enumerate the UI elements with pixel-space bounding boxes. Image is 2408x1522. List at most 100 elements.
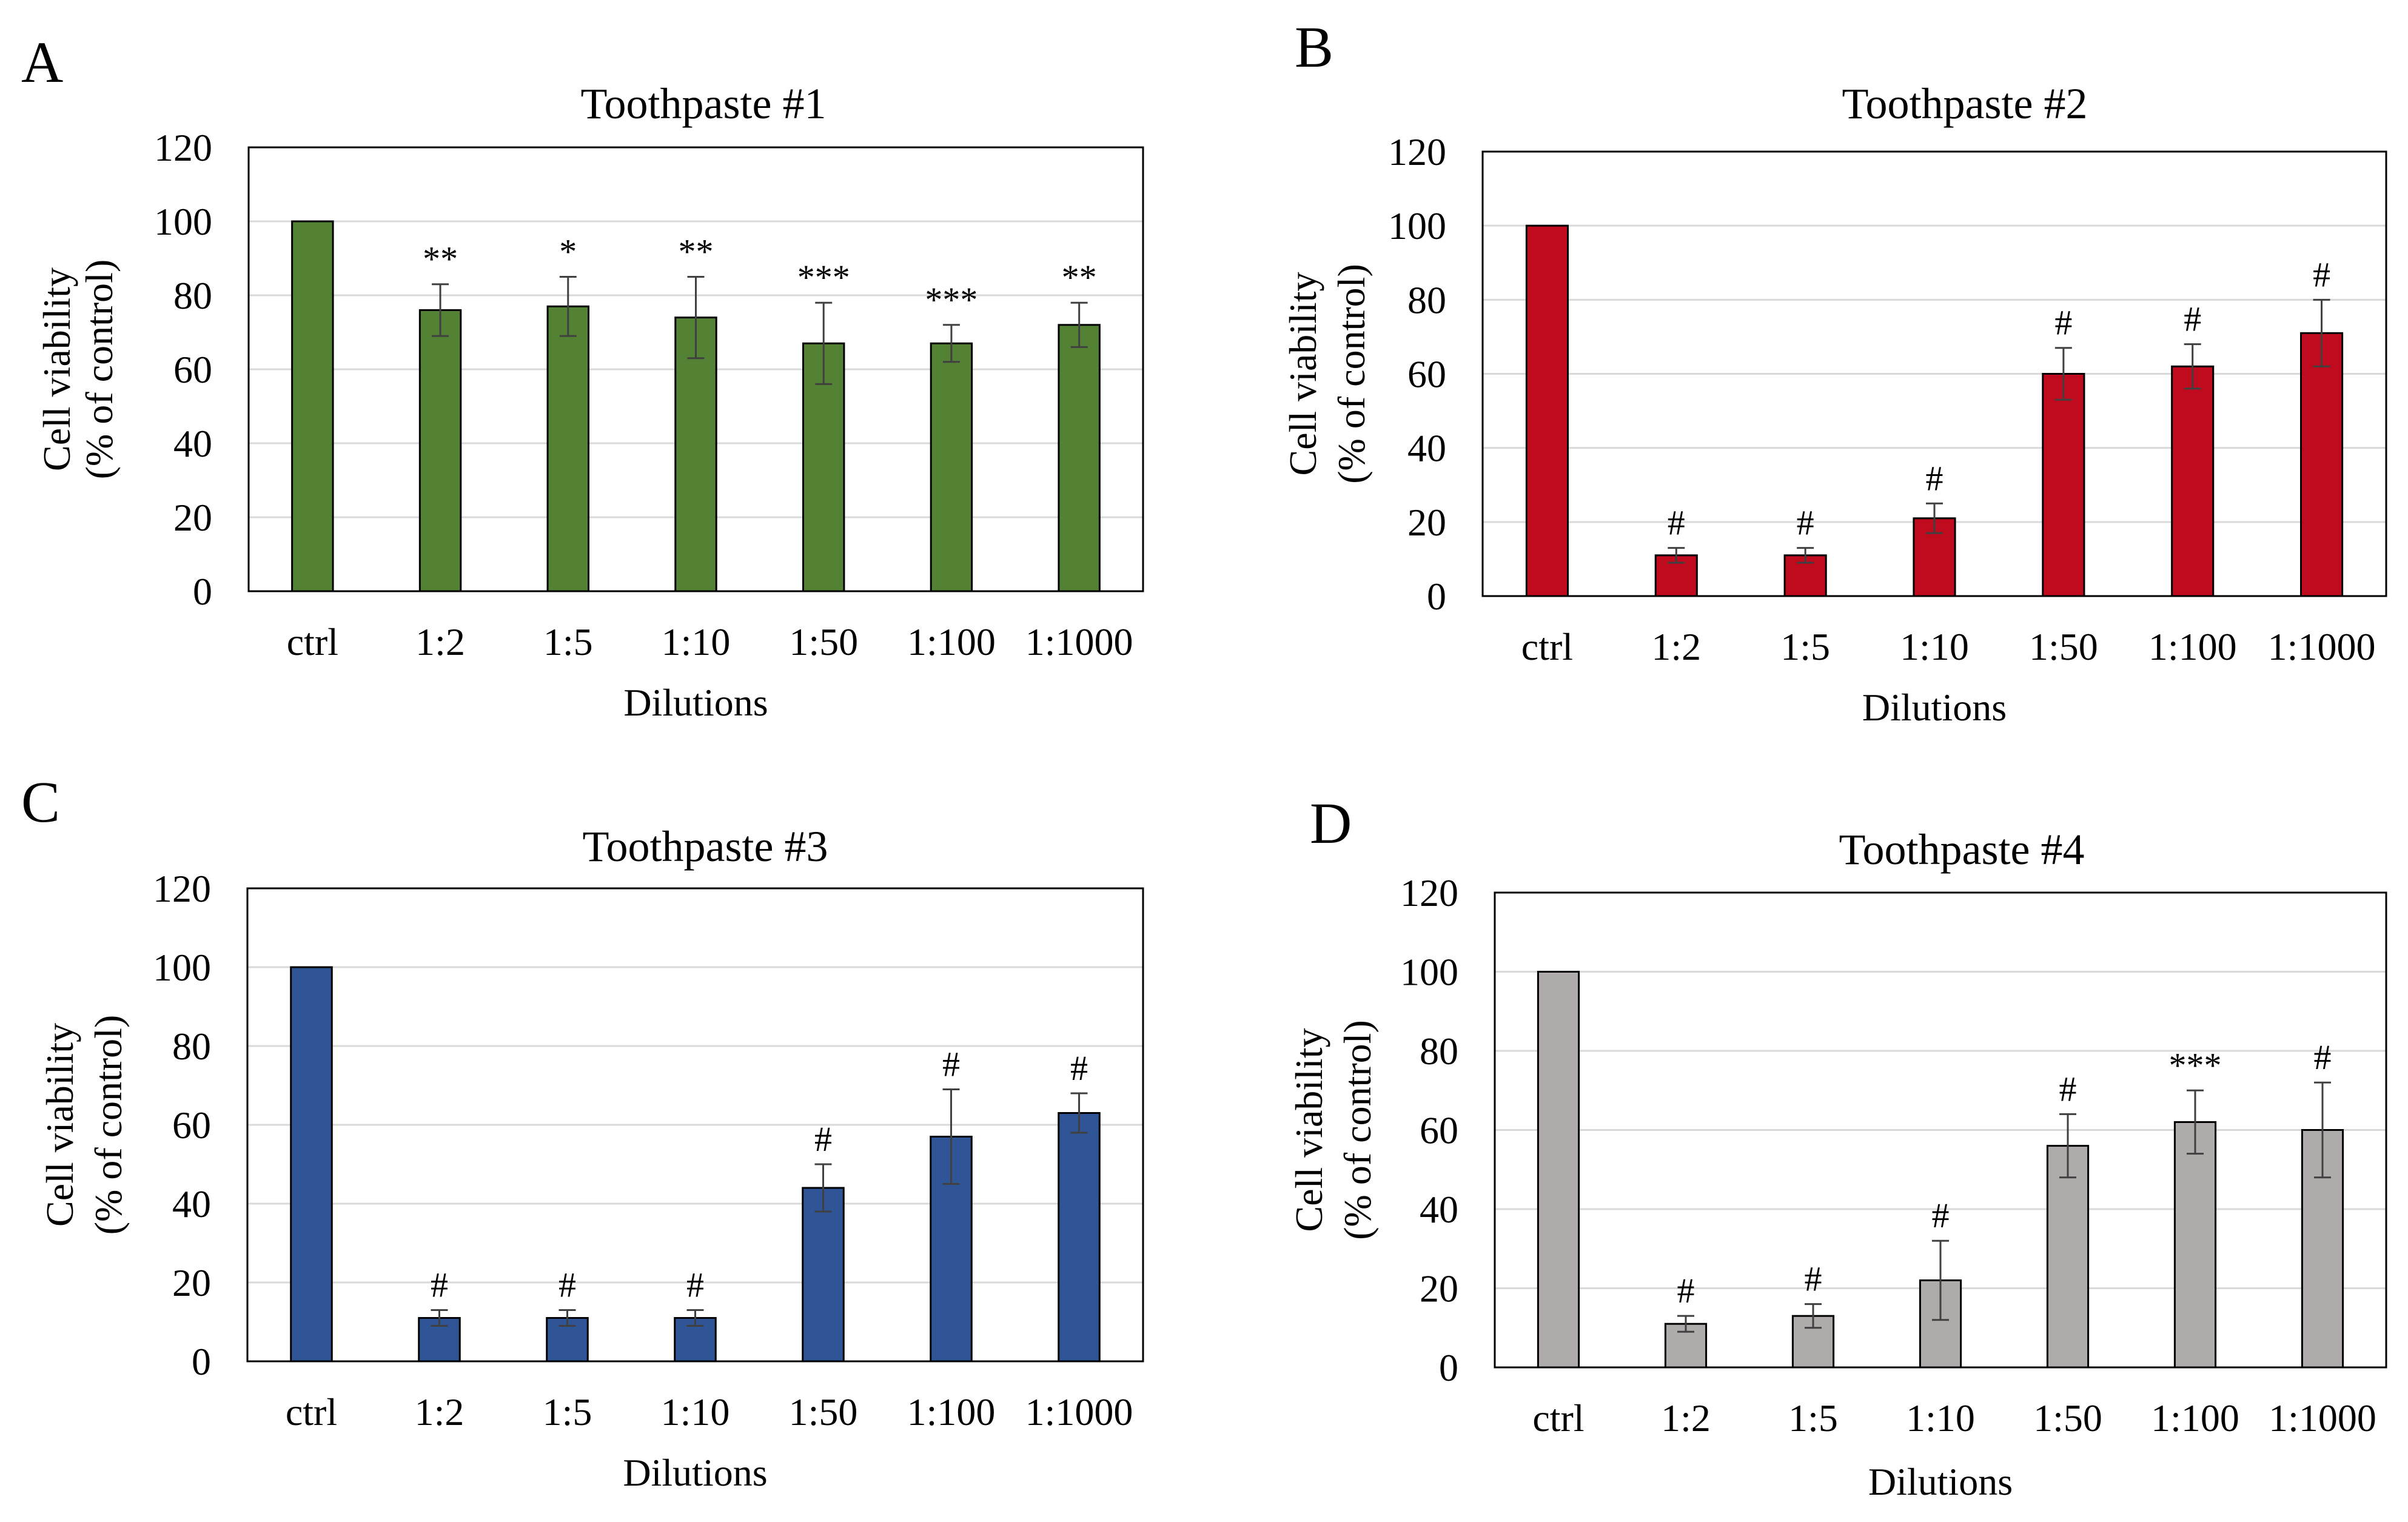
y-tick-label: 120 — [154, 126, 212, 169]
error-bar — [815, 301, 833, 385]
chart-title: Toothpaste #3 — [583, 822, 828, 871]
significance-label: # — [558, 1266, 576, 1305]
significance-label: # — [1668, 503, 1685, 543]
significance-label: # — [2059, 1069, 2077, 1108]
significance-label: *** — [797, 258, 850, 297]
significance-label: * — [559, 232, 577, 272]
error-bar — [942, 1088, 960, 1185]
error-bar — [2313, 298, 2330, 367]
error-bar — [1926, 502, 1943, 534]
error-bar — [942, 324, 960, 363]
x-axis-label: Dilutions — [1862, 686, 2007, 729]
bar-1-1000 — [1058, 1112, 1101, 1363]
bar-1-100 — [2171, 365, 2215, 597]
y-axis-label: Cell viability — [38, 1023, 81, 1227]
plot-frame — [1481, 150, 2387, 597]
y-tick-label: 20 — [173, 496, 212, 539]
x-tick-label: 1:1000 — [1025, 620, 1133, 663]
significance-label: # — [2314, 1038, 2332, 1077]
error-bar — [2059, 1113, 2076, 1179]
significance-label: # — [1677, 1271, 1695, 1310]
panel-letter: A — [21, 30, 63, 95]
bar-1-1000 — [2300, 332, 2344, 597]
y-tick-label: 60 — [172, 1104, 211, 1147]
error-bar — [1805, 1303, 1822, 1329]
y-axis-label: Cell viability — [1281, 272, 1324, 476]
x-tick-label: 1:5 — [543, 1390, 592, 1433]
y-tick-label: 60 — [1420, 1109, 1458, 1152]
y-tick-label: 60 — [173, 348, 212, 391]
y-tick-label: 20 — [172, 1261, 211, 1304]
significance-label: *** — [2169, 1045, 2222, 1085]
error-bar — [1677, 1315, 1694, 1333]
bar-1-5 — [546, 305, 589, 592]
significance-label: # — [2313, 255, 2330, 294]
y-axis-label-units: (% of control) — [78, 260, 121, 480]
significance-label: ** — [423, 240, 458, 279]
bar-ctrl — [291, 220, 334, 592]
error-bar — [1070, 301, 1088, 348]
error-bar — [686, 1309, 704, 1327]
y-tick-label: 40 — [1407, 427, 1446, 470]
bar-1-1000 — [1058, 324, 1101, 592]
x-tick-label: 1:1000 — [1025, 1390, 1133, 1433]
significance-label: # — [1070, 1048, 1088, 1088]
x-tick-label: 1:2 — [1661, 1396, 1711, 1440]
y-axis-label-units: (% of control) — [1330, 264, 1373, 484]
error-bar — [2187, 1089, 2204, 1155]
chart-panel-d: D Toothpaste #4 0 20 40 60 80 100 120 ctrl #1:2 #1:… — [1287, 791, 2387, 1503]
chart-title: Toothpaste #4 — [1839, 825, 2085, 874]
y-tick-label: 40 — [1420, 1188, 1458, 1231]
x-tick-label: 1:100 — [907, 1390, 996, 1433]
y-tick-label: 80 — [172, 1025, 211, 1068]
y-tick-label: 0 — [1439, 1346, 1458, 1389]
y-tick-label: 20 — [1420, 1267, 1458, 1310]
y-tick-label: 80 — [173, 274, 212, 317]
panel-letter: C — [21, 769, 60, 834]
x-axis-label: Dilutions — [623, 681, 768, 724]
significance-label: # — [1926, 458, 1944, 498]
x-tick-label: 1:10 — [661, 1390, 730, 1433]
y-axis-label-units: (% of control) — [87, 1015, 130, 1235]
x-tick-label: 1:10 — [1906, 1396, 1975, 1440]
error-bar — [814, 1163, 832, 1213]
bar-1-50 — [2042, 373, 2085, 597]
plot-frame — [246, 887, 1144, 1363]
error-bar — [687, 276, 705, 360]
error-bar — [431, 1309, 448, 1327]
y-tick-label: 80 — [1420, 1030, 1458, 1073]
x-tick-label: 1:2 — [415, 1390, 464, 1433]
x-tick-label: 1:5 — [543, 620, 593, 663]
y-tick-label: 40 — [173, 422, 212, 465]
chart-title: Toothpaste #2 — [1842, 79, 2088, 128]
error-bar — [2314, 1081, 2331, 1179]
y-tick-label: 100 — [154, 200, 212, 243]
panel-letter: D — [1310, 791, 1352, 856]
significance-label: # — [431, 1266, 448, 1305]
bar-1-50 — [802, 1187, 845, 1363]
x-tick-label: 1:50 — [789, 1390, 858, 1433]
y-tick-label: 40 — [172, 1182, 211, 1225]
y-tick-label: 120 — [1400, 871, 1458, 914]
x-tick-label: ctrl — [1532, 1396, 1584, 1440]
x-tick-label: 1:5 — [1788, 1396, 1838, 1440]
y-tick-label: 100 — [1388, 204, 1446, 247]
significance-label: # — [1797, 503, 1814, 543]
chart-panel-a: A Toothpaste #1 0 20 40 60 80 100 120 ctrl ** 1:2 * 1… — [21, 30, 1144, 724]
x-tick-label: 1:5 — [1780, 625, 1830, 668]
bar-1-50 — [2046, 1145, 2090, 1369]
x-tick-label: 1:1000 — [2269, 1396, 2376, 1440]
significance-label: *** — [925, 280, 978, 320]
y-tick-label: 60 — [1407, 353, 1446, 396]
error-bar — [559, 276, 577, 337]
x-tick-label: 1:1000 — [2268, 625, 2376, 668]
significance-label: ** — [1062, 258, 1097, 297]
error-bar — [432, 283, 449, 337]
error-bar — [1070, 1092, 1088, 1134]
plot-frame — [1494, 891, 2387, 1369]
chart-title: Toothpaste #1 — [581, 79, 827, 128]
x-tick-label: ctrl — [286, 1390, 337, 1433]
x-axis-label: Dilutions — [1868, 1460, 2013, 1503]
bar-1-2 — [418, 309, 462, 592]
